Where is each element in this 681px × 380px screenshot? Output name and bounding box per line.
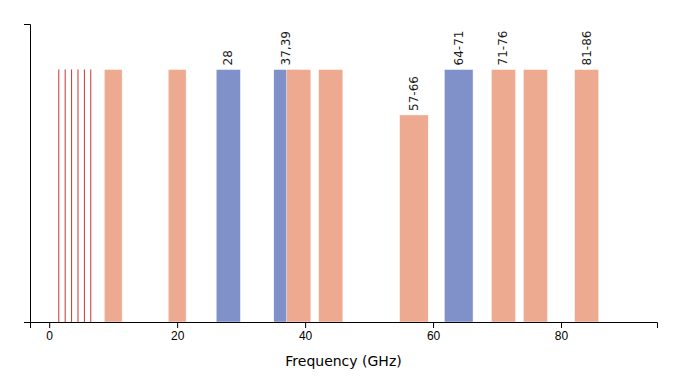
y-axis: [24, 25, 31, 323]
bar: [104, 69, 122, 322]
red-line: [58, 69, 59, 322]
bar: [574, 69, 598, 322]
tick-mark: [49, 322, 50, 328]
tick: 60: [427, 322, 441, 343]
red-line: [71, 69, 72, 322]
tick-label: 40: [299, 329, 313, 343]
bar: [523, 69, 547, 322]
bar: [216, 69, 240, 322]
bar: [287, 69, 311, 322]
bar-label: 71-76: [496, 31, 510, 66]
tick: 40: [299, 322, 313, 343]
bar-label: 37,39: [279, 31, 293, 65]
bar-label: 64-71: [452, 31, 466, 66]
tick-label: 80: [555, 329, 569, 343]
tick-label: 60: [427, 329, 441, 343]
bar: [319, 69, 343, 322]
red-line: [65, 69, 66, 322]
tick-mark: [177, 322, 178, 328]
bar-label: 57-66: [407, 76, 421, 111]
bar: [491, 69, 515, 322]
bar-label: 28: [221, 50, 235, 65]
red-line: [90, 69, 91, 322]
x-axis-title: Frequency (GHz): [285, 353, 401, 369]
tick-label: 0: [46, 329, 53, 343]
bar: [399, 115, 428, 322]
tick: 0: [46, 322, 53, 343]
bar-label: 81-86: [580, 31, 594, 66]
tick-mark: [305, 322, 306, 328]
tick-mark: [433, 322, 434, 328]
tick: 20: [171, 322, 185, 343]
axis-line: [31, 323, 658, 329]
tick-mark: [561, 322, 562, 328]
bar-labels: 28 37,39 57-66 64-71 71-76 81-86: [221, 31, 593, 111]
tick-label: 20: [171, 329, 185, 343]
red-line: [77, 69, 78, 322]
bar: [168, 69, 186, 322]
axis-line: [24, 25, 31, 323]
red-line: [84, 69, 85, 322]
x-axis: 0 20 40 60 80: [31, 322, 658, 343]
bar: [444, 69, 473, 322]
plot: 0 20 40 60 80 28 37,39 57-66 64-71 71-76 81-86: [24, 25, 658, 343]
marks: [59, 69, 599, 322]
chart: 0 20 40 60 80 28 37,39 57-66 64-71 71-76 81-86 Freq…: [0, 0, 681, 380]
tick: 80: [555, 322, 569, 343]
